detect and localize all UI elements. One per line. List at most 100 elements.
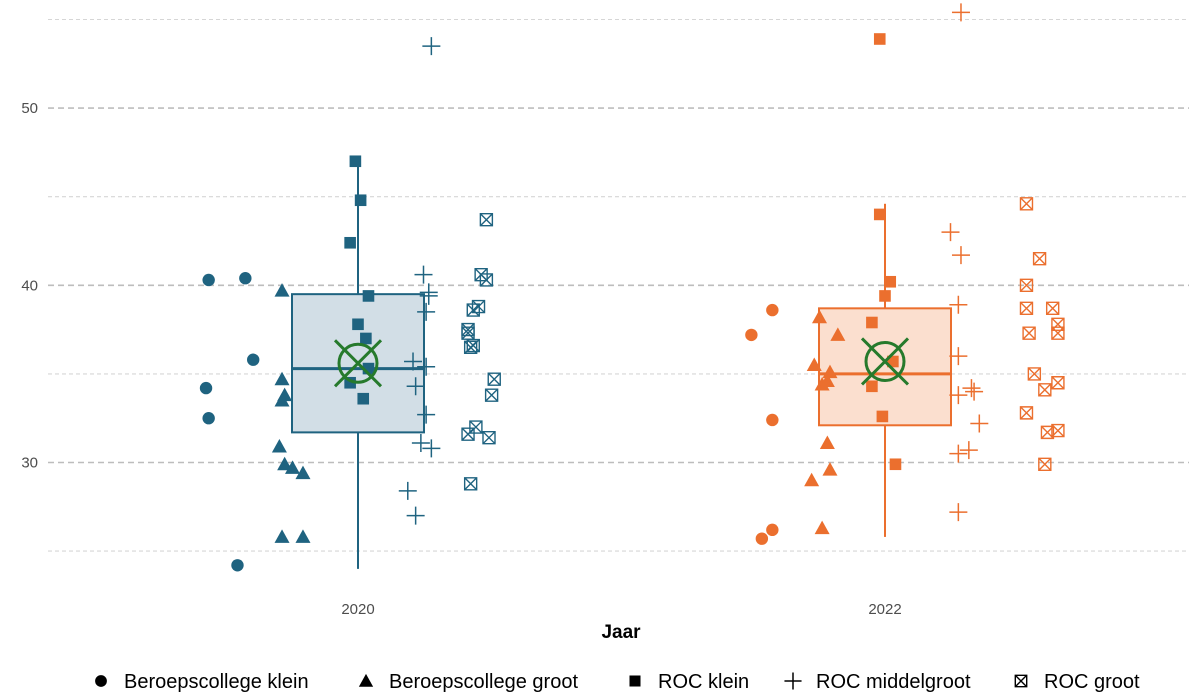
group-2022-roc-middelgroot-point-5 xyxy=(949,347,968,366)
group-2020-roc-groot-point-1 xyxy=(479,213,494,227)
group-2020-roc-middelgroot-point-2 xyxy=(414,265,433,284)
group-2020-beroepscollege-klein-point-6 xyxy=(231,559,244,572)
group-2020-beroepscollege-groot-point-4 xyxy=(274,392,290,407)
group-2020-roc-middelgroot-point-8 xyxy=(406,377,425,396)
legend-symbol-beroepscollege-klein xyxy=(95,675,107,687)
group-2022-roc-klein-point-9 xyxy=(889,458,902,471)
group-2020-roc-klein-point-6 xyxy=(360,332,372,345)
legend-label-roc-klein: ROC klein xyxy=(658,671,749,693)
group-2022-roc-groot-point-5 xyxy=(1045,301,1060,316)
mean-markers xyxy=(333,337,910,388)
group-2020-roc-groot-point-15 xyxy=(463,477,478,491)
group-2020-beroepscollege-klein-point-2 xyxy=(239,272,252,285)
group-2022-roc-klein-point-6 xyxy=(887,355,899,368)
group-2022-beroepscollege-groot-point-3 xyxy=(806,357,822,372)
group-2022-roc-middelgroot-point-3 xyxy=(951,246,970,265)
y-axis-ticks: 30 40 50 xyxy=(21,100,38,471)
group-2020-roc-groot-point-3 xyxy=(479,273,494,287)
group-2020-beroepscollege-klein-point-4 xyxy=(199,381,213,395)
group-2020-roc-middelgroot-point-11 xyxy=(422,439,441,458)
group-2022-roc-middelgroot-point-6 xyxy=(949,386,968,405)
legend-item-roc-middelgroot: ROC middelgroot xyxy=(784,671,971,693)
legend-label-roc-groot: ROC groot xyxy=(1044,671,1140,693)
group-2020-roc-klein-point-3 xyxy=(344,236,356,249)
group-2022-roc-klein-point-8 xyxy=(876,410,889,423)
group-2022-beroepscollege-klein-point-2 xyxy=(766,303,779,317)
legend-label-roc-middelgroot: ROC middelgroot xyxy=(816,671,971,693)
group-2022-roc-middelgroot-point-11 xyxy=(959,441,978,460)
group-2020-mean-circle xyxy=(337,342,379,384)
group-2022-mean-circle xyxy=(864,340,906,382)
group-2020-beroepscollege-klein-point-5 xyxy=(202,412,215,425)
group-2022-roc-groot-point-14 xyxy=(1051,423,1065,438)
legend-label-beroepscollege-klein: Beroepscollege klein xyxy=(124,671,309,693)
legend-item-roc-groot: ROC groot xyxy=(1014,671,1140,693)
group-2020-mean-cross xyxy=(333,339,383,388)
boxplots xyxy=(291,161,952,569)
x-tick-label-2020: 2020 xyxy=(341,601,374,618)
group-2022-roc-groot-point-2 xyxy=(1032,252,1047,266)
group-2022-roc-klein-point-3 xyxy=(884,275,897,288)
group-2022-beroepscollege-groot-point-2 xyxy=(830,327,846,341)
group-2022-beroepscollege-klein-point-5 xyxy=(755,532,769,545)
data-points xyxy=(199,3,1065,572)
group-2022-beroepscollege-groot-point-1 xyxy=(812,309,827,324)
x-axis-ticks: 2020 2022 xyxy=(341,601,901,618)
group-2022-roc-groot-point-3 xyxy=(1019,278,1034,292)
group-2022-roc-groot-point-12 xyxy=(1019,406,1034,420)
group-2020-roc-middelgroot-point-4 xyxy=(419,286,438,305)
group-2020-roc-middelgroot-point-9 xyxy=(417,405,436,424)
group-2020-beroepscollege-groot-point-6 xyxy=(277,456,293,471)
group-2020-roc-groot-point-13 xyxy=(469,420,483,434)
group-2022-beroepscollege-groot-point-4 xyxy=(822,364,838,379)
group-2020-roc-middelgroot-point-7 xyxy=(417,357,436,376)
group-2022-roc-groot-point-11 xyxy=(1038,383,1052,397)
group-2022-roc-groot-point-9 xyxy=(1027,367,1042,381)
group-2020-roc-middelgroot-point-13 xyxy=(406,506,425,525)
group-2020-roc-middelgroot-point-12 xyxy=(398,481,417,500)
group-2020-roc-middelgroot-point-6 xyxy=(404,352,423,371)
legend-symbol-roc-klein xyxy=(629,675,641,687)
group-2020-roc-middelgroot-point-1 xyxy=(422,37,441,56)
group-2020-beroepscollege-groot-point-8 xyxy=(295,465,311,480)
group-2020-roc-klein-point-1 xyxy=(349,155,362,168)
y-tick-label-40: 40 xyxy=(21,277,38,294)
group-2020-roc-groot-point-11 xyxy=(484,388,499,402)
x-tick-label-2022: 2022 xyxy=(868,601,901,618)
x-axis-title: Jaar xyxy=(601,622,641,643)
group-2020-roc-klein-point-9 xyxy=(357,392,370,405)
group-2022-roc-klein-point-5 xyxy=(866,316,878,329)
group-2022-mean-cross xyxy=(860,337,910,386)
group-2022-beroepscollege-groot-point-10 xyxy=(814,520,830,535)
group-2022-roc-groot-point-10 xyxy=(1051,376,1065,390)
group-2020-roc-groot-point-5 xyxy=(466,303,480,317)
group-2020-beroepscollege-klein-point-3 xyxy=(247,353,260,366)
group-2022-roc-middelgroot-point-9 xyxy=(970,414,989,433)
group-2020-mean-marker xyxy=(333,339,383,388)
group-2020-roc-groot-point-10 xyxy=(487,372,501,386)
group-2022-roc-klein-point-4 xyxy=(879,290,891,302)
group-2022-roc-klein-point-7 xyxy=(866,380,878,393)
legend-symbol-beroepscollege-groot xyxy=(358,673,374,687)
group-2022-roc-middelgroot-point-7 xyxy=(965,382,984,401)
group-2022-roc-groot-point-6 xyxy=(1022,326,1036,340)
group-2020-roc-klein-point-8 xyxy=(344,376,356,389)
group-2022-beroepscollege-groot-point-8 xyxy=(822,462,838,476)
group-2020-beroepscollege-groot-point-2 xyxy=(274,371,290,386)
group-2022-beroepscollege-klein-point-1 xyxy=(745,328,758,342)
group-2022-roc-middelgroot-point-10 xyxy=(949,444,968,463)
legend-label-beroepscollege-groot: Beroepscollege groot xyxy=(389,671,578,693)
group-2020-beroepscollege-groot-point-9 xyxy=(274,529,290,543)
legend-item-roc-klein: ROC klein xyxy=(629,671,749,693)
legend: Beroepscollege klein Beroepscollege groot… xyxy=(95,671,1140,693)
legend-item-beroepscollege-groot: Beroepscollege groot xyxy=(358,671,578,693)
group-2020-roc-groot-point-14 xyxy=(482,430,496,445)
group-2020-beroepscollege-groot-point-10 xyxy=(295,529,311,543)
group-2022-roc-klein-point-2 xyxy=(873,208,886,221)
group-2022-roc-middelgroot-point-1 xyxy=(951,3,970,22)
group-2022-roc-middelgroot-point-4 xyxy=(949,295,968,314)
legend-symbol-roc-middelgroot xyxy=(784,672,802,690)
group-2022-beroepscollege-groot-point-9 xyxy=(804,472,820,487)
group-2022-roc-groot-point-15 xyxy=(1038,457,1052,471)
